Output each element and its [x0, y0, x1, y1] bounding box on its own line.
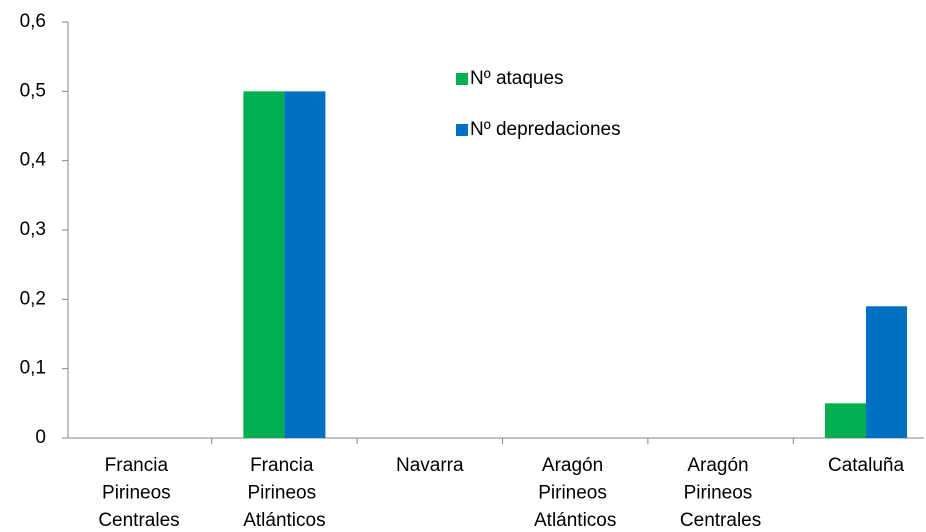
y-tick-label: 0,6 — [20, 11, 46, 32]
x-tick-label: Navarra — [396, 455, 464, 476]
x-tick-label: Aragón Pirineos Centrales — [680, 455, 761, 531]
legend-swatch — [456, 73, 468, 85]
y-tick-label: 0 — [35, 427, 46, 448]
x-tick-label: Francia Pirineos Atlánticos — [243, 455, 325, 531]
legend-label: Nº ataques — [470, 68, 564, 89]
bar — [243, 91, 285, 438]
y-tick-label: 0,2 — [20, 288, 46, 309]
y-tick-label: 0,5 — [20, 80, 46, 101]
y-tick-label: 0,3 — [20, 219, 46, 240]
x-tick-label: Aragón Pirineos Atlánticos — [534, 455, 616, 531]
bar — [825, 403, 866, 438]
y-tick-label: 0,1 — [20, 358, 46, 379]
x-tick-label: Cataluña — [828, 455, 904, 476]
legend-label: Nº depredaciones — [470, 119, 621, 140]
bar — [866, 306, 907, 438]
y-tick-label: 0,4 — [20, 150, 47, 171]
legend-swatch — [456, 124, 468, 136]
bar — [284, 91, 326, 438]
x-tick-label: Francia Pirineos Centrales — [98, 455, 179, 531]
